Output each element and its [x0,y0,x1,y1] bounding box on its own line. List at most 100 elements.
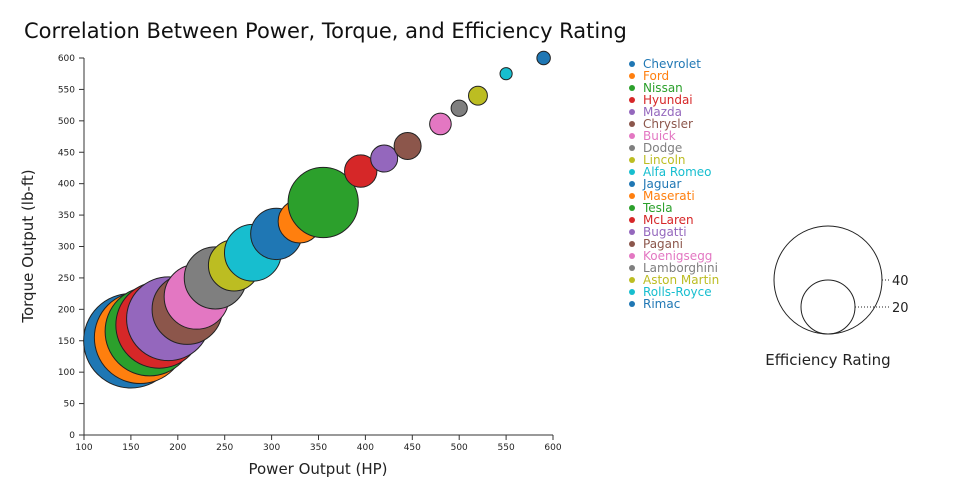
legend-marker [629,181,635,187]
legend-marker [629,133,635,139]
x-tick-label: 450 [404,443,421,453]
legend-item: Dodge [629,141,682,155]
legend-item: Rolls-Royce [629,285,712,299]
legend-item: Hyundai [629,93,693,107]
size-legend-circle [800,279,856,335]
legend-label: Koenigsegg [643,249,712,263]
legend-label: Mazda [643,105,682,119]
y-tick-label: 100 [58,368,75,378]
y-tick-label: 150 [58,337,75,347]
legend-label: Rolls-Royce [643,285,712,299]
axes: 100 150 200 250 300 350 400 450 500 550 600 0 50 100 1… [58,54,562,453]
y-tick-label: 250 [58,274,75,284]
legend-item: Lamborghini [629,261,718,275]
legend-label: Aston Martin [643,273,719,287]
legend-item: Pagani [629,237,683,251]
bubble-aston-martin [468,85,488,106]
legend-marker [629,73,635,79]
bubble-rolls-royce [499,67,513,81]
y-tick-label: 0 [69,431,75,441]
legend: ChevroletFordNissanHyundaiMazdaChryslerB… [629,57,719,311]
bubble-koenigsegg [429,112,452,136]
legend-marker [629,193,635,199]
legend-item: Aston Martin [629,273,719,287]
size-legend: 40 20 [773,225,909,335]
legend-item: Bugatti [629,225,687,239]
legend-marker [629,301,635,307]
y-tick-label: 500 [58,117,75,127]
bubble-pagani [393,131,422,160]
legend-label: Tesla [642,201,673,215]
x-axis-title: Power Output (HP) [248,460,387,478]
legend-label: Lamborghini [643,261,718,275]
legend-item: Nissan [629,81,683,95]
legend-marker [629,157,635,163]
legend-marker [629,277,635,283]
legend-item: Tesla [629,201,673,215]
legend-marker [629,205,635,211]
bubble-bugatti [370,144,399,173]
legend-label: Bugatti [643,225,687,239]
legend-item: Lincoln [629,153,686,167]
size-legend-label: 20 [892,301,909,316]
legend-marker [629,241,635,247]
y-tick-label: 400 [58,180,75,190]
x-tick-label: 300 [263,443,280,453]
size-legend-label: 40 [892,274,909,289]
legend-label: Nissan [643,81,683,95]
y-tick-label: 200 [58,305,75,315]
bubbles [83,50,551,389]
legend-item: Ford [629,69,669,83]
legend-label: Dodge [643,141,682,155]
legend-marker [629,169,635,175]
y-tick-label: 450 [58,148,75,158]
legend-item: Buick [629,129,676,143]
size-legend-title: Efficiency Rating [765,351,890,369]
legend-item: Mazda [629,105,682,119]
y-tick-label: 350 [58,211,75,221]
legend-marker [629,97,635,103]
legend-label: Chrysler [643,117,693,131]
x-tick-label: 200 [169,443,186,453]
legend-marker [629,217,635,223]
x-tick-label: 100 [75,443,92,453]
legend-marker [629,289,635,295]
legend-item: Maserati [629,189,695,203]
legend-item: Chrysler [629,117,693,131]
legend-item: Chevrolet [629,57,701,71]
bubble-lamborghini [450,99,468,117]
legend-marker [629,121,635,127]
legend-marker [629,253,635,259]
y-axis-title: Torque Output (lb-ft) [19,169,37,323]
bubble-tesla [287,166,359,239]
legend-label: Maserati [643,189,695,203]
legend-item: Koenigsegg [629,249,712,263]
legend-marker [629,265,635,271]
legend-label: Rimac [643,297,680,311]
legend-marker [629,229,635,235]
legend-marker [629,145,635,151]
legend-label: Chevrolet [643,57,701,71]
legend-item: Jaguar [629,177,681,191]
x-tick-label: 150 [122,443,139,453]
bubble-rimac [536,50,551,66]
legend-label: Pagani [643,237,683,251]
legend-item: McLaren [629,213,694,227]
legend-label: Alfa Romeo [643,165,712,179]
x-tick-label: 350 [310,443,327,453]
chart-title: Correlation Between Power, Torque, and E… [24,19,627,43]
legend-label: Jaguar [642,177,681,191]
legend-marker [629,61,635,67]
legend-label: McLaren [643,213,694,227]
y-tick-label: 600 [58,54,75,64]
legend-label: Lincoln [643,153,686,167]
x-tick-label: 400 [357,443,374,453]
x-tick-label: 550 [498,443,515,453]
legend-marker [629,109,635,115]
y-tick-label: 550 [58,85,75,95]
legend-marker [629,85,635,91]
legend-item: Rimac [629,297,680,311]
legend-label: Buick [643,129,676,143]
bubble-mclaren [344,154,378,188]
